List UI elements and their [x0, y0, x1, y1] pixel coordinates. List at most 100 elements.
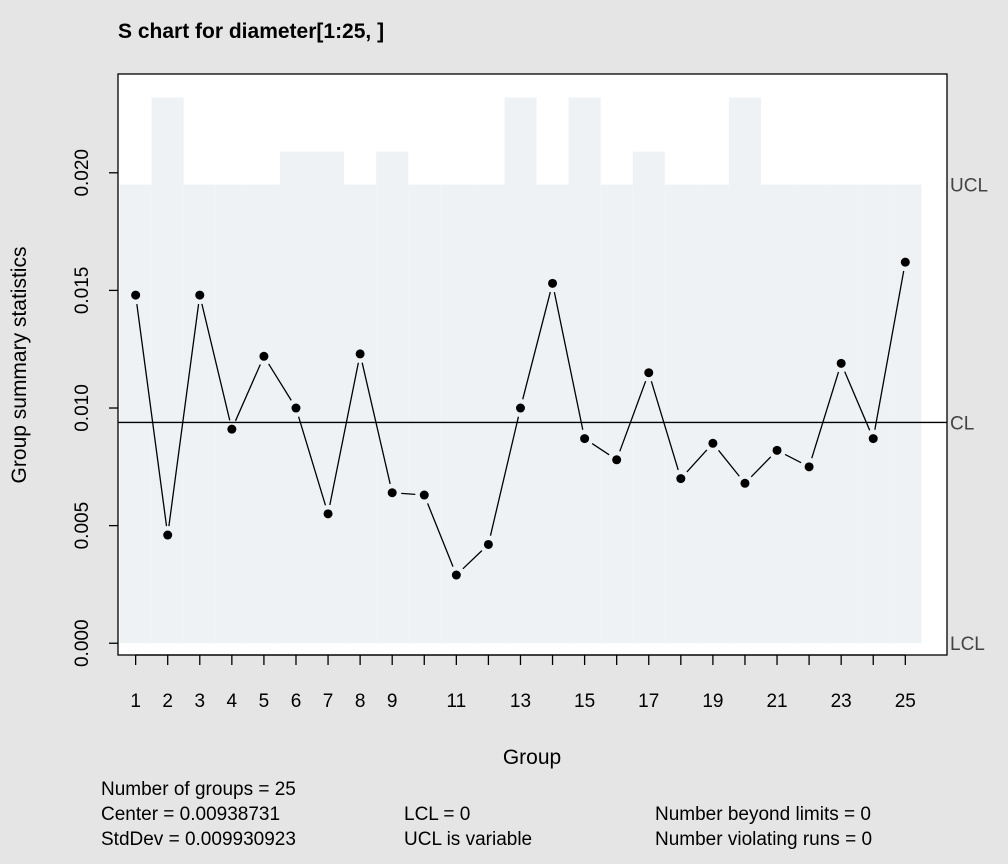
stat-beyond-limits: Number beyond limits = 0 [655, 804, 871, 825]
data-point [227, 424, 237, 434]
x-tick-label: 3 [194, 691, 205, 712]
series-segment [297, 416, 327, 506]
x-tick-label: 19 [702, 691, 723, 712]
x-tick-label: 8 [355, 691, 366, 712]
control-limit-band [279, 151, 313, 644]
data-point [451, 570, 461, 580]
series-segment [361, 362, 391, 485]
control-limit-band [536, 184, 569, 644]
series-segment [553, 292, 584, 430]
series-segment [874, 270, 905, 430]
series-segment [784, 453, 802, 464]
data-point [740, 478, 750, 488]
control-limit-band [825, 184, 858, 644]
control-limit-band [183, 184, 216, 644]
x-tick-label: 25 [895, 691, 916, 712]
control-limit-band [728, 97, 761, 644]
series-segment [168, 303, 200, 527]
lcl-label: LCL [950, 634, 985, 655]
control-limit-band [119, 184, 152, 644]
y-tick-label: 0.015 [72, 267, 93, 315]
series-segment [750, 456, 772, 478]
x-tick-label: 11 [446, 691, 466, 712]
y-tick-label: 0.020 [72, 149, 93, 197]
series-segment [844, 371, 871, 431]
series-segment [462, 550, 483, 570]
series-segment [811, 371, 840, 459]
x-tick-label: 23 [831, 691, 852, 712]
series-segment [522, 291, 551, 400]
control-limit-band [600, 184, 633, 644]
x-tick-label: 4 [227, 691, 238, 712]
stat-center: Center = 0.00938731 [101, 804, 281, 825]
series-segment [268, 363, 292, 401]
stat-violating-runs: Number violating runs = 0 [655, 829, 873, 850]
control-limit-band [472, 184, 505, 644]
x-tick-label: 21 [766, 691, 787, 712]
x-tick-label: 15 [574, 691, 595, 712]
stat-lcl: LCL = 0 [404, 804, 471, 825]
chart-title: S chart for diameter[1:25, ] [118, 20, 384, 43]
data-point [419, 490, 429, 500]
control-limit-band [889, 184, 922, 644]
data-point [612, 455, 622, 465]
y-tick-label: 0.005 [72, 502, 93, 550]
control-limit-band [376, 151, 409, 644]
series-segment [401, 492, 416, 496]
stats-column-2: LCL = 0 UCL is variable [404, 802, 532, 852]
data-point [483, 539, 493, 549]
cl-label: CL [950, 413, 974, 434]
y-tick-label: 0.000 [72, 619, 93, 667]
data-point [580, 434, 590, 444]
data-point [387, 488, 397, 498]
series-segment [329, 362, 359, 506]
data-point [291, 403, 301, 413]
control-limit-band [408, 184, 441, 644]
data-point [900, 257, 910, 267]
control-limit-band [504, 97, 537, 644]
data-point [868, 434, 878, 444]
series-segment [619, 380, 647, 452]
control-limit-band [793, 184, 826, 644]
x-tick-label: 13 [510, 691, 531, 712]
stats-column-3: Number beyond limits = 0 Number violatin… [655, 802, 872, 852]
x-tick-label: 6 [291, 691, 302, 712]
data-point [548, 278, 558, 288]
data-point [708, 438, 718, 448]
data-point [644, 368, 654, 378]
data-point [676, 474, 686, 484]
control-limit-band [696, 184, 729, 644]
x-tick-label: 7 [323, 691, 334, 712]
series-segment [136, 303, 168, 527]
control-limit-band [215, 184, 248, 644]
data-point [836, 358, 846, 368]
series-segment [718, 449, 740, 477]
control-limit-band [312, 151, 345, 644]
control-limit-band [632, 151, 665, 644]
series-segment [201, 303, 231, 421]
control-limit-band [344, 184, 377, 644]
control-limit-band [151, 97, 184, 644]
y-tick-label: 0.010 [72, 384, 93, 432]
y-axis-label: Group summary statistics [8, 247, 31, 484]
data-point [355, 349, 365, 359]
stat-stddev: StdDev = 0.009930923 [101, 829, 296, 850]
stat-ucl: UCL is variable [404, 829, 533, 850]
ucl-label: UCL [950, 176, 988, 197]
data-point [131, 290, 141, 300]
x-tick-label: 17 [638, 691, 659, 712]
x-tick-label: 2 [162, 691, 173, 712]
control-limit-band [568, 97, 601, 644]
series-segment [489, 416, 520, 536]
series-segment [427, 503, 454, 567]
control-limit-band [440, 184, 473, 644]
stat-number-of-groups: Number of groups = 25 [101, 779, 296, 800]
data-point [515, 403, 525, 413]
control-limit-band [664, 184, 697, 644]
stats-column-1: Number of groups = 25 Center = 0.0093873… [101, 777, 296, 852]
x-axis-label: Group [503, 746, 561, 769]
x-tick-label: 1 [130, 691, 141, 712]
x-tick-label: 9 [387, 691, 398, 712]
data-point [195, 290, 205, 300]
